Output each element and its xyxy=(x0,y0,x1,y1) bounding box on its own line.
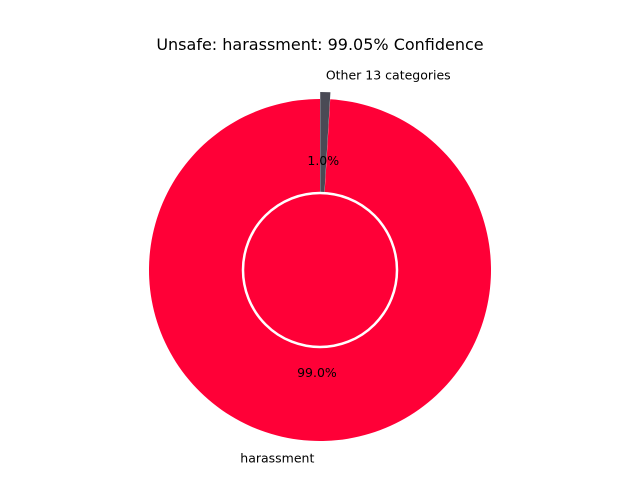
donut-hole xyxy=(241,191,399,349)
chart-title: Unsafe: harassment: 99.05% Confidence xyxy=(156,35,483,54)
slice-label-1: Other 13 categories xyxy=(326,67,451,82)
slice-label-0: harassment xyxy=(240,451,314,466)
slice-percent-0: 99.0% xyxy=(297,365,337,380)
labels-group: harassment 99.0% Other 13 categories 1.0% xyxy=(240,67,450,465)
slice-percent-1: 1.0% xyxy=(307,153,339,168)
